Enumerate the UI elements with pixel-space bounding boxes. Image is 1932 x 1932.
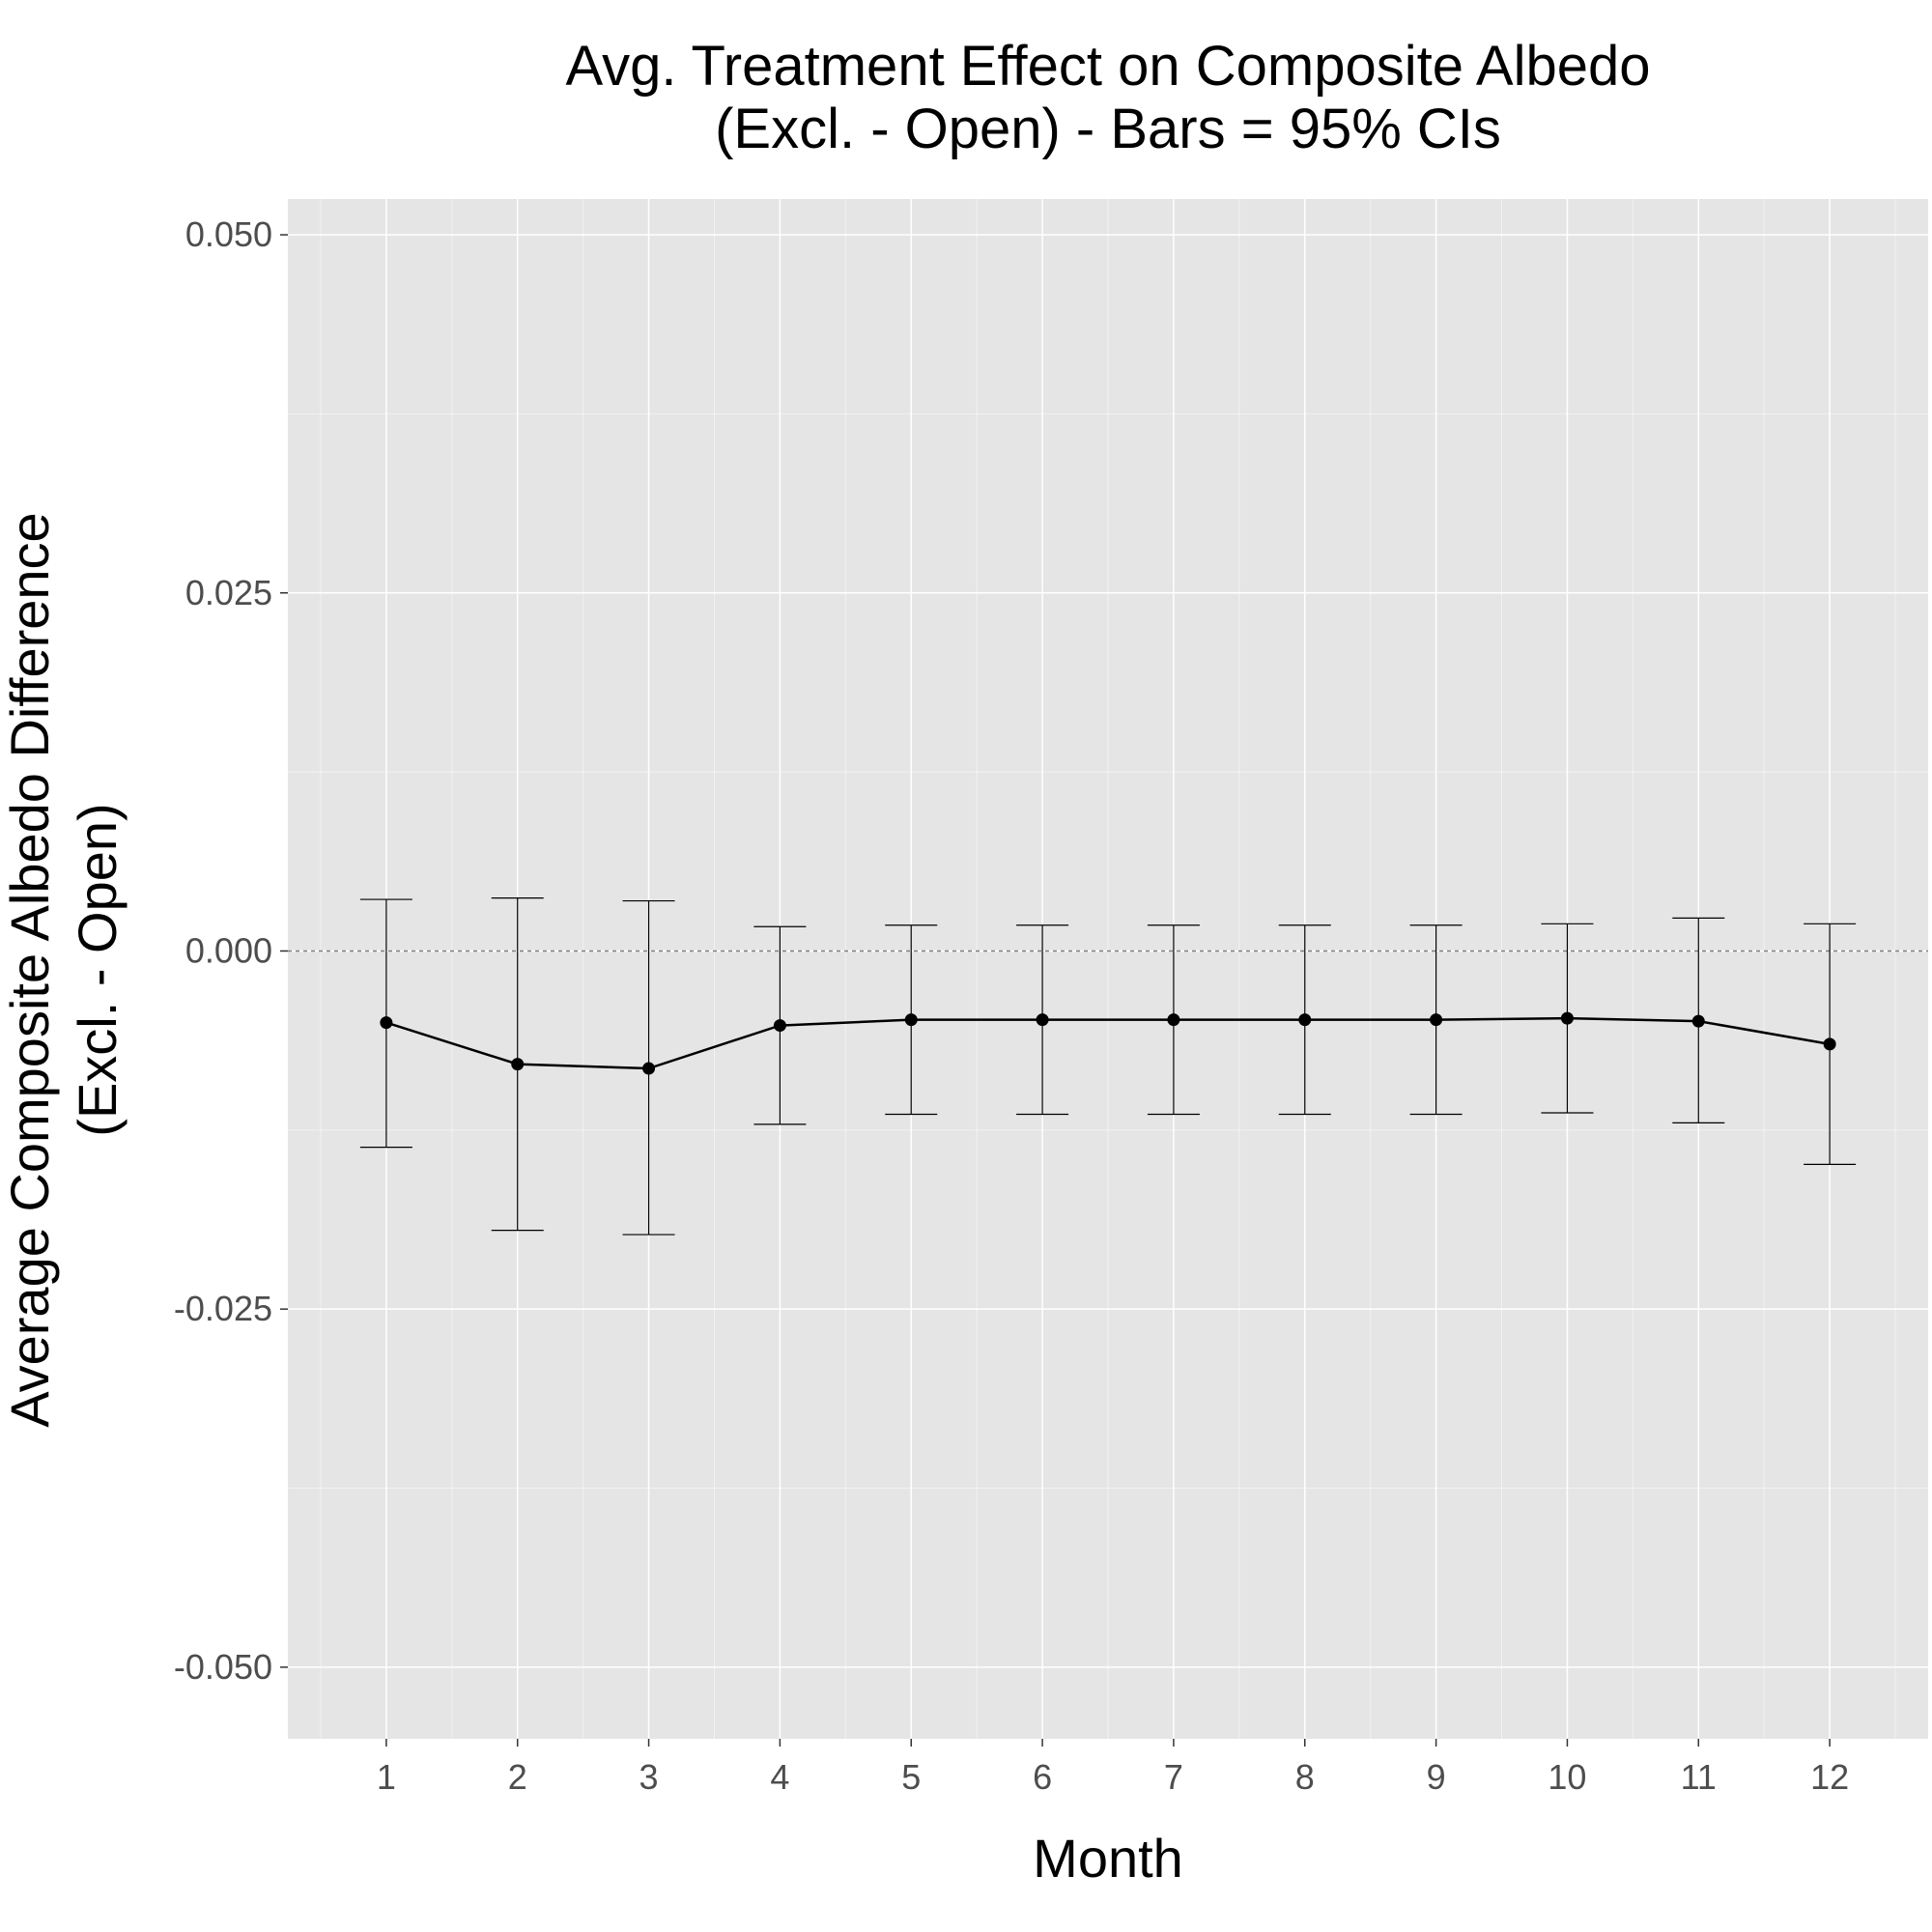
x-tick-label: 3 xyxy=(639,1757,659,1797)
x-tick-label: 7 xyxy=(1164,1757,1183,1797)
data-point xyxy=(1823,1037,1836,1051)
x-tick-label: 11 xyxy=(1681,1757,1717,1797)
x-tick-label: 6 xyxy=(1033,1757,1052,1797)
data-point xyxy=(1691,1014,1705,1028)
y-tick-label: 0.025 xyxy=(185,573,272,612)
x-tick-label: 4 xyxy=(770,1757,789,1797)
y-tick-label: 0.050 xyxy=(185,214,272,254)
data-point xyxy=(380,1016,393,1030)
data-point xyxy=(1167,1013,1180,1027)
x-axis-ticks: 1 2 3 4 5 6 7 8 9 10 11 12 xyxy=(377,1739,1849,1797)
data-point xyxy=(1430,1013,1443,1027)
data-point xyxy=(1036,1013,1049,1027)
data-point xyxy=(1560,1011,1574,1025)
data-points xyxy=(380,1011,1836,1075)
data-point xyxy=(1298,1013,1312,1027)
y-axis-title-line-2: (Excl. - Open) xyxy=(67,803,128,1136)
y-axis-ticks: 0.050 0.025 0.000 -0.025 -0.050 xyxy=(174,214,288,1687)
x-tick-label: 5 xyxy=(901,1757,921,1797)
x-tick-label: 2 xyxy=(508,1757,527,1797)
x-axis-title: Month xyxy=(1033,1828,1183,1889)
minor-gridlines xyxy=(288,199,1928,1739)
x-tick-label: 9 xyxy=(1427,1757,1446,1797)
series-line xyxy=(385,1016,1831,1070)
x-tick-label: 1 xyxy=(377,1757,396,1797)
y-tick-label: 0.000 xyxy=(185,930,272,970)
chart-title-line-2: (Excl. - Open) - Bars = 95% CIs xyxy=(715,98,1501,160)
chart-title-line-1: Avg. Treatment Effect on Composite Albed… xyxy=(565,35,1650,98)
y-tick-label: -0.050 xyxy=(174,1647,272,1687)
data-point xyxy=(642,1062,656,1075)
x-tick-label: 8 xyxy=(1295,1757,1315,1797)
x-tick-label: 12 xyxy=(1810,1757,1849,1797)
y-tick-label: -0.025 xyxy=(174,1289,272,1328)
data-point xyxy=(773,1019,786,1033)
data-point xyxy=(511,1058,525,1071)
data-point xyxy=(904,1013,918,1027)
y-axis-title-line-1: Average Composite Albedo Difference xyxy=(0,512,60,1427)
x-tick-label: 10 xyxy=(1548,1757,1586,1797)
